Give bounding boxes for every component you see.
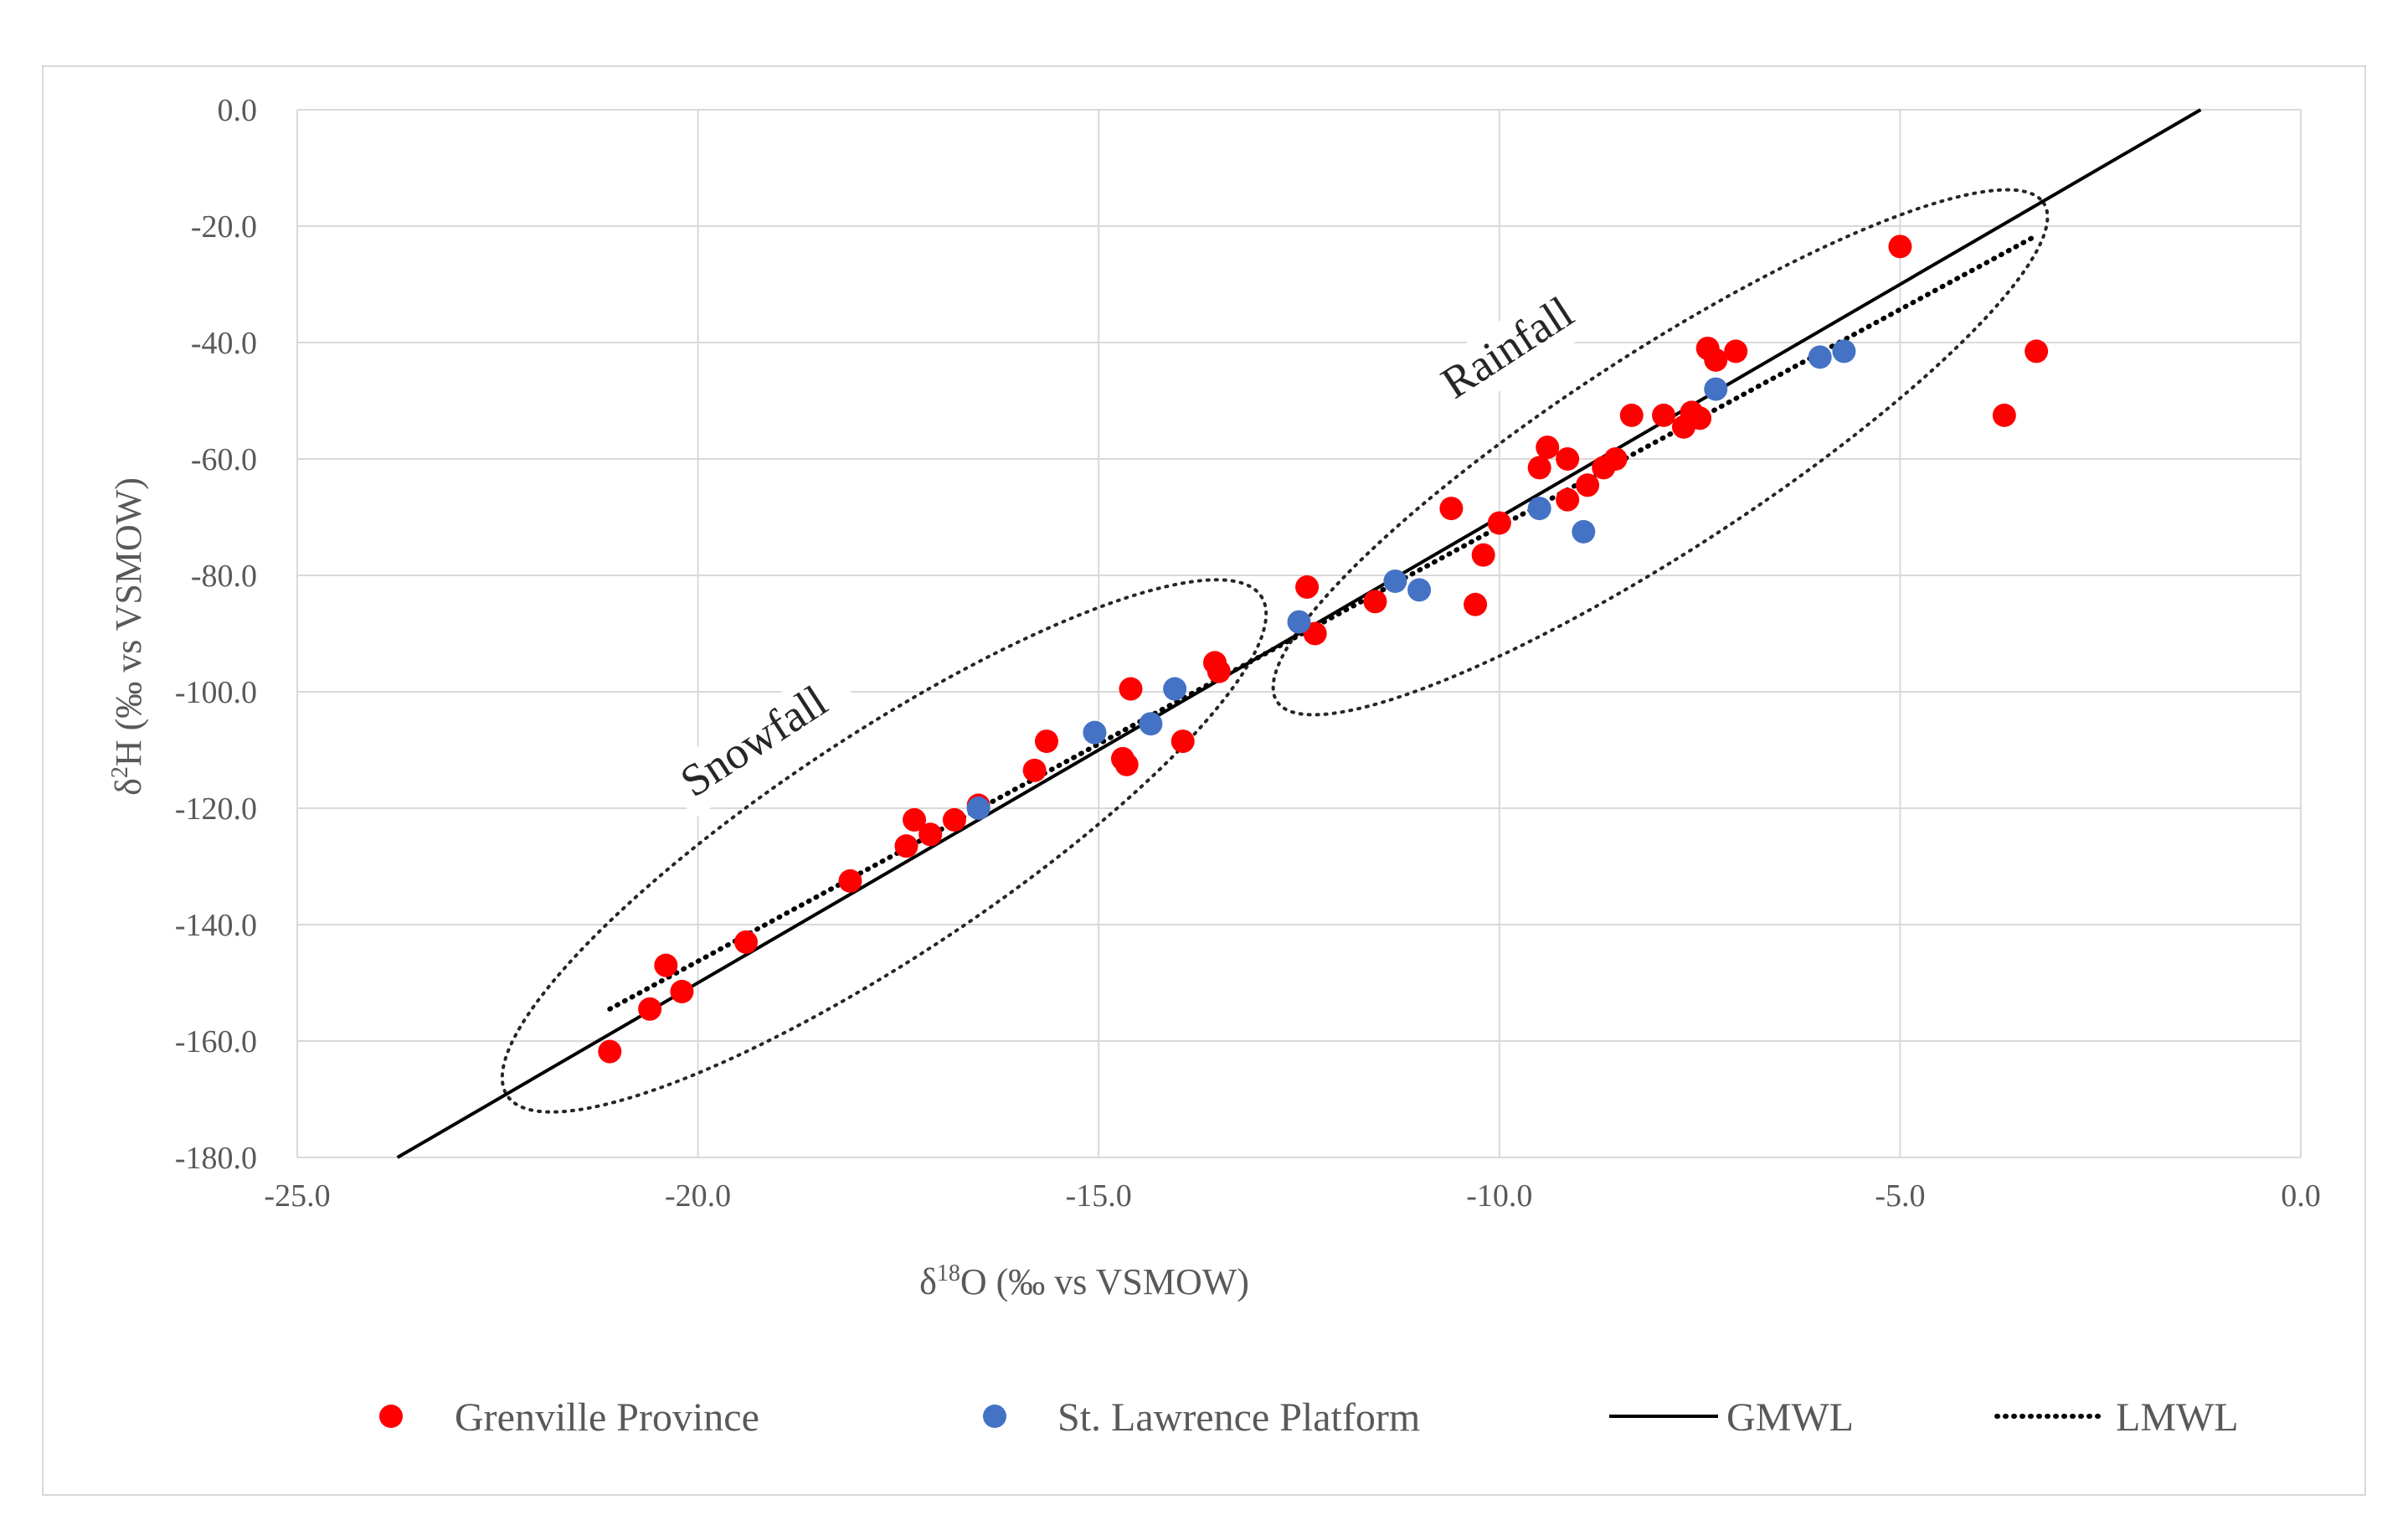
grenville-province-point xyxy=(1527,456,1551,480)
legend: Grenville Province St. Lawrence Platform… xyxy=(379,1395,2239,1440)
grenville-province-point xyxy=(838,869,862,893)
grenville-province-point xyxy=(1295,575,1320,599)
snowfall-label-bg xyxy=(661,660,862,819)
grenville-province-point xyxy=(1471,543,1495,567)
grenville-province-point xyxy=(1652,403,1676,427)
st-lawrence-platform-point xyxy=(1527,497,1551,521)
y-axis-title: δ2H (‰ vs VSMOW) xyxy=(107,477,149,796)
grenville-province-point xyxy=(638,997,662,1021)
grenville-province-point xyxy=(1464,592,1488,616)
x-tick-label: -10.0 xyxy=(1466,1178,1532,1214)
grenville-province-point xyxy=(670,979,694,1003)
rainfall-label-bg xyxy=(1415,266,1616,425)
grenville-province-point xyxy=(1034,729,1058,754)
grenville-province-point xyxy=(1556,447,1580,471)
y-tick-label: -180.0 xyxy=(175,1141,257,1176)
gridlines xyxy=(296,109,2302,1158)
grenville-province-point xyxy=(1576,473,1600,497)
grenville-province-point xyxy=(734,930,759,954)
y-tick-label: -160.0 xyxy=(175,1024,257,1059)
y-tick-label: -100.0 xyxy=(175,675,257,710)
x-tick-label: -15.0 xyxy=(1066,1178,1132,1214)
y-tick-label: 0.0 xyxy=(218,93,258,128)
st-lawrence-platform-point xyxy=(1383,569,1407,593)
x-tick-label: 0.0 xyxy=(2281,1178,2321,1214)
y-tick-label: -140.0 xyxy=(175,908,257,943)
grenville-province-point xyxy=(1207,659,1231,683)
grenville-province-point xyxy=(903,807,927,832)
snowfall-ellipse xyxy=(500,578,1268,1114)
legend-marker-grenville xyxy=(379,1405,403,1428)
st-lawrence-platform-point xyxy=(966,796,990,820)
grenville-province-point xyxy=(1119,677,1143,701)
st-lawrence-platform-point xyxy=(1163,677,1187,701)
st-lawrence-platform-point xyxy=(1832,339,1856,363)
grenville-province-point xyxy=(1603,447,1628,471)
legend-label-lmwl: LMWL xyxy=(2116,1395,2239,1440)
grenville-province-point xyxy=(1619,403,1644,427)
grenville-province-point xyxy=(1171,729,1195,754)
grenville-province-point xyxy=(918,822,943,847)
grenville-province-point xyxy=(1688,406,1712,430)
grenville-province-point xyxy=(1022,758,1047,782)
grenville-province-point xyxy=(654,953,678,977)
grenville-province-point xyxy=(1724,339,1748,363)
grenville-province-point xyxy=(894,834,918,858)
data-points xyxy=(598,235,2049,1064)
legend-label-st-lawrence: St. Lawrence Platform xyxy=(1057,1395,1420,1440)
grenville-province-point xyxy=(2025,339,2049,363)
chart-frame xyxy=(42,65,2366,1496)
rainfall-ellipse xyxy=(1271,188,2050,717)
grenville-province-point xyxy=(1536,436,1560,460)
grenville-province-point xyxy=(942,807,966,832)
st-lawrence-platform-point xyxy=(1407,578,1432,602)
legend-marker-st-lawrence xyxy=(983,1405,1006,1428)
grenville-province-point xyxy=(1439,497,1464,521)
legend-label-gmwl: GMWL xyxy=(1726,1395,1854,1440)
x-axis-title: δ18O (‰ vs VSMOW) xyxy=(919,1260,1249,1302)
st-lawrence-platform-point xyxy=(1083,720,1107,745)
st-lawrence-platform-point xyxy=(1572,519,1596,544)
x-tick-label: -20.0 xyxy=(665,1178,731,1214)
x-tick-label: -5.0 xyxy=(1875,1178,1925,1214)
x-tick-label: -25.0 xyxy=(264,1178,330,1214)
y-tick-label: -80.0 xyxy=(191,559,257,594)
tick-labels: -25.0 -20.0 -15.0 -10.0 -5.0 0.0 0.0 -20.0 -40.0… xyxy=(175,93,2321,1214)
st-lawrence-platform-point xyxy=(1808,345,1832,369)
y-tick-label: -120.0 xyxy=(175,791,257,827)
legend-label-grenville: Grenville Province xyxy=(455,1395,759,1440)
grenville-province-point xyxy=(1487,511,1511,535)
grenville-province-point xyxy=(1888,235,1912,259)
grenville-province-point xyxy=(1704,348,1728,372)
y-tick-label: -40.0 xyxy=(191,326,257,361)
st-lawrence-platform-point xyxy=(1287,610,1311,634)
st-lawrence-platform-point xyxy=(1139,712,1163,736)
st-lawrence-platform-point xyxy=(1704,377,1728,401)
grenville-province-point xyxy=(598,1039,622,1064)
grenville-province-point xyxy=(1363,590,1387,614)
annotation-ellipses xyxy=(500,188,2050,1114)
grenville-province-point xyxy=(1556,487,1580,512)
y-tick-label: -60.0 xyxy=(191,442,257,477)
grenville-province-point xyxy=(1992,403,2016,427)
y-tick-label: -20.0 xyxy=(191,209,257,245)
grenville-province-point xyxy=(1114,752,1139,776)
